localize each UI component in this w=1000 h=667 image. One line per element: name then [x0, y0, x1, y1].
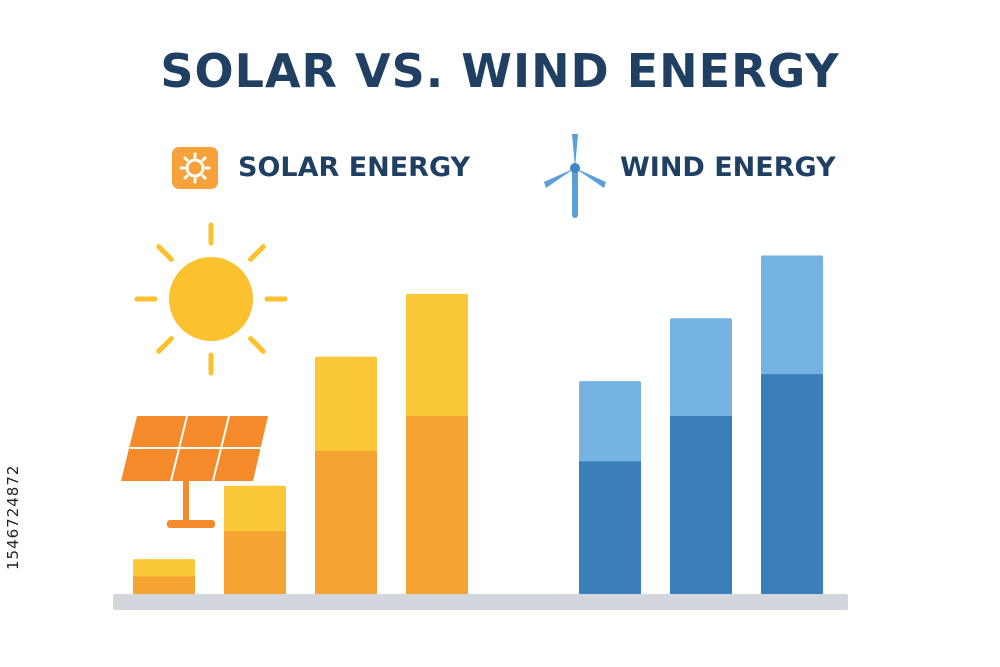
solar-bar-4-lower — [406, 416, 468, 594]
solar-bar-2-upper — [224, 485, 286, 533]
wind-bar-3-lower — [761, 374, 823, 594]
chart-baseline — [113, 594, 848, 610]
legend-wind-label: WIND ENERGY — [620, 152, 836, 183]
solar-bar-3-lower — [315, 450, 377, 594]
solar-panel-icon — [121, 415, 268, 528]
wind-turbine-icon — [544, 134, 606, 218]
wind-bar-1-lower — [579, 461, 641, 594]
wind-bar-2-upper — [670, 318, 732, 418]
solar-bar-2-lower — [224, 531, 286, 594]
wind-bar-3-upper — [761, 255, 823, 376]
solar-bar-1-lower — [133, 576, 195, 594]
solar-bar-4-upper — [406, 293, 468, 418]
sun-gear-badge-icon — [172, 147, 218, 189]
legend-solar-label: SOLAR ENERGY — [238, 152, 471, 183]
solar-bar-1-upper — [133, 559, 195, 578]
wind-bar-1-upper — [579, 381, 641, 463]
side-id-text: 1546724872 — [4, 464, 22, 570]
sun-icon — [134, 222, 288, 376]
wind-bar-2-lower — [670, 416, 732, 594]
chart-title: SOLAR VS. WIND ENERGY — [160, 44, 840, 98]
solar-bar-3-upper — [315, 356, 377, 452]
